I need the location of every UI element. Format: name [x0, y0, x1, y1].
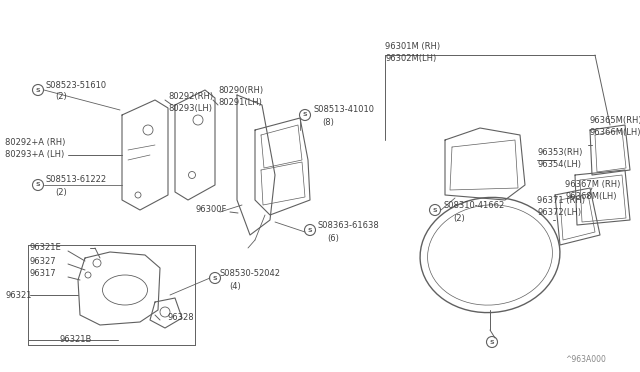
- Text: 96321: 96321: [5, 291, 31, 299]
- Text: 96367M (RH): 96367M (RH): [565, 180, 620, 189]
- Text: 96302M(LH): 96302M(LH): [385, 54, 436, 62]
- Text: S08513-61222: S08513-61222: [46, 176, 107, 185]
- Text: 96321E: 96321E: [30, 244, 61, 253]
- Text: 96366M(LH): 96366M(LH): [590, 128, 640, 137]
- Text: (2): (2): [55, 93, 67, 102]
- Text: 80293(LH): 80293(LH): [168, 105, 212, 113]
- Text: (2): (2): [453, 214, 465, 222]
- Text: S: S: [212, 276, 218, 280]
- Text: S: S: [308, 228, 312, 232]
- Text: 96371 (RH): 96371 (RH): [537, 196, 585, 205]
- Text: 80290(RH): 80290(RH): [218, 86, 263, 94]
- Text: S: S: [36, 87, 40, 93]
- Text: 96317: 96317: [30, 269, 56, 279]
- Text: 96328: 96328: [168, 314, 195, 323]
- Text: S08530-52042: S08530-52042: [220, 269, 281, 279]
- Text: 96368M(LH): 96368M(LH): [565, 192, 616, 202]
- Text: 80292+A (RH): 80292+A (RH): [5, 138, 65, 148]
- Text: (8): (8): [322, 118, 334, 126]
- Text: 80293+A (LH): 80293+A (LH): [5, 151, 64, 160]
- Text: S: S: [36, 183, 40, 187]
- Text: 96300F: 96300F: [195, 205, 227, 215]
- Text: S: S: [433, 208, 437, 212]
- Text: 96301M (RH): 96301M (RH): [385, 42, 440, 51]
- Text: (2): (2): [55, 187, 67, 196]
- Text: S: S: [490, 340, 494, 344]
- Text: 80291(LH): 80291(LH): [218, 97, 262, 106]
- Text: 96365M(RH): 96365M(RH): [590, 115, 640, 125]
- Text: 80292(RH): 80292(RH): [168, 93, 213, 102]
- Text: S08310-41662: S08310-41662: [444, 202, 505, 211]
- Text: (6): (6): [327, 234, 339, 243]
- Text: S08513-41010: S08513-41010: [313, 106, 374, 115]
- Text: S08523-51610: S08523-51610: [46, 80, 107, 90]
- Text: 96321B: 96321B: [60, 336, 92, 344]
- Text: 96372(LH): 96372(LH): [537, 208, 581, 217]
- Text: 96353(RH): 96353(RH): [537, 148, 582, 157]
- Text: ^963A000: ^963A000: [565, 356, 606, 365]
- Text: 96327: 96327: [30, 257, 56, 266]
- Text: S08363-61638: S08363-61638: [318, 221, 380, 231]
- Text: S: S: [303, 112, 307, 118]
- Text: 96354(LH): 96354(LH): [537, 160, 581, 170]
- Text: (4): (4): [229, 282, 241, 291]
